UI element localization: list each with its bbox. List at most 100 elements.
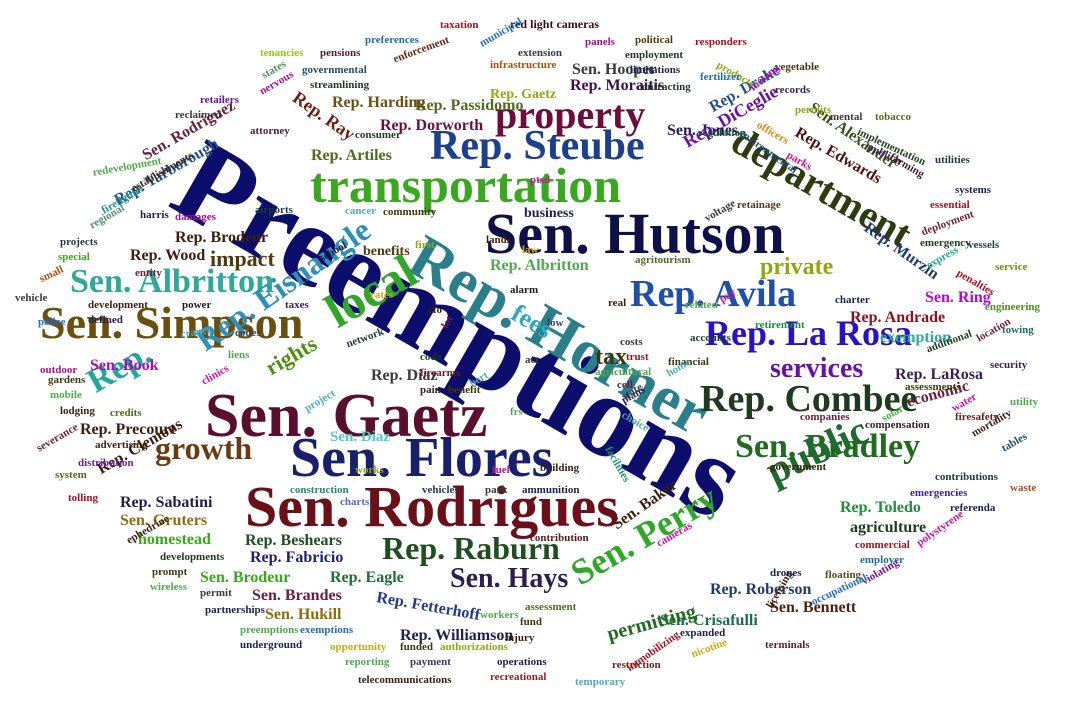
cloud-word: financial <box>668 356 709 368</box>
cloud-word: government <box>770 461 827 473</box>
cloud-word: companies <box>800 411 850 423</box>
cloud-word: growth <box>155 430 253 466</box>
cloud-word: floating <box>825 569 862 581</box>
cloud-word: partnerships <box>205 604 265 616</box>
cloud-word: law <box>522 244 539 256</box>
cloud-word: Sen. Jones <box>667 122 739 139</box>
cloud-word: tax <box>595 344 627 370</box>
cloud-word: tables <box>999 430 1030 455</box>
cloud-word: commercial <box>855 539 910 551</box>
cloud-word: telecommunications <box>358 674 452 686</box>
cloud-word: lodging <box>60 405 95 417</box>
cloud-word: development <box>88 299 148 311</box>
cloud-word: services <box>770 353 864 384</box>
cloud-word: benefits <box>363 244 410 259</box>
cloud-word: Rep. Fabricio <box>250 549 344 566</box>
cloud-word: permit <box>200 587 232 599</box>
cloud-word: injury <box>505 632 535 644</box>
cloud-word: permits <box>795 104 832 116</box>
cloud-word: contributions <box>935 471 998 483</box>
cloud-word: exemption <box>880 329 952 346</box>
cloud-word: airports <box>255 204 293 216</box>
cloud-word: attorney <box>250 125 290 137</box>
cloud-word: related <box>685 299 718 311</box>
cloud-word: Rep. Raburn <box>382 530 560 566</box>
cloud-word: damages <box>175 211 216 223</box>
cloud-word: drones <box>770 567 802 579</box>
cloud-word: park <box>485 484 508 496</box>
cloud-word: power <box>182 299 212 311</box>
cloud-word: Rep. Brodeur <box>175 229 269 246</box>
cloud-word: Sen. Book <box>90 357 159 374</box>
cloud-word: credits <box>110 407 142 419</box>
cloud-word: harris <box>140 209 169 221</box>
cloud-word: Sen. Hooper <box>572 61 657 78</box>
cloud-word: Rep. Moraitis <box>570 77 665 94</box>
cloud-word: impact <box>210 246 275 271</box>
cloud-word: prompt <box>152 566 188 578</box>
cloud-word: tolling <box>68 492 98 504</box>
cloud-word: Rep. Dorworth <box>380 117 484 134</box>
cloud-word: alarm <box>510 284 539 296</box>
cloud-word: ammunition <box>522 484 580 496</box>
cloud-word: advertising <box>95 439 148 451</box>
cloud-word: Rep. Gaetz <box>490 87 557 102</box>
cloud-word: consumer <box>355 129 401 141</box>
cloud-word: responders <box>695 36 747 48</box>
cloud-word: Sen. Bennett <box>770 599 857 616</box>
cloud-word: vehicles <box>422 484 459 496</box>
cloud-word: emergencies <box>910 487 968 499</box>
cloud-word: works <box>355 464 384 476</box>
cloud-word: funded <box>400 641 434 653</box>
cloud-word: mental <box>830 111 863 123</box>
cloud-word: contribution <box>530 532 589 544</box>
cloud-word: compensation <box>865 419 930 431</box>
cloud-word: liens <box>228 349 250 361</box>
cloud-word: reclaimed <box>175 109 222 121</box>
cloud-word: panels <box>585 36 615 48</box>
cloud-word: gardens <box>48 374 86 386</box>
cloud-word: costs <box>620 336 643 348</box>
cloud-word: deployment <box>919 208 976 239</box>
cloud-word: infrastructure <box>490 59 557 71</box>
cloud-word: Sen. Hays <box>450 563 569 594</box>
cloud-word: essential <box>930 199 970 211</box>
cloud-word: act <box>525 354 540 366</box>
cloud-word: vehicle <box>15 292 48 304</box>
cloud-word: mobile <box>50 389 82 401</box>
cloud-word: homestead <box>138 531 211 548</box>
cloud-word: preferences <box>365 34 419 46</box>
cloud-word: special <box>58 251 90 263</box>
cloud-word: underground <box>240 639 303 651</box>
cloud-word: Rep. Roberson <box>710 581 812 598</box>
cloud-word: Rep. Avila <box>630 273 797 315</box>
cloud-word: Rep. Fetterhoff <box>375 589 482 624</box>
cloud-word: Sen. Albritton <box>70 263 275 300</box>
cloud-word: police <box>38 316 66 328</box>
cloud-word: regulation <box>698 127 747 139</box>
cloud-word: referenda <box>950 502 996 514</box>
cloud-word: small <box>37 263 66 285</box>
cloud-word: community <box>383 206 437 218</box>
cloud-word: defined <box>88 314 123 326</box>
cloud-word: firesafety <box>955 411 999 423</box>
cloud-word: utilities <box>935 154 970 166</box>
cloud-word: retirement <box>755 319 805 331</box>
cloud-word: cancer <box>345 205 377 217</box>
cloud-word: cell <box>617 379 633 391</box>
cloud-word: first <box>415 239 435 251</box>
cloud-word: Sen. Rodrigues <box>245 474 619 539</box>
cloud-word: reporting <box>345 656 390 668</box>
cloud-word: tobacco <box>875 111 912 123</box>
cloud-word: service <box>995 261 1028 273</box>
cloud-word: Sen. Simpson <box>40 297 304 348</box>
cloud-word: system <box>55 469 87 481</box>
cloud-word: Rep. Eagle <box>330 569 404 586</box>
cloud-word: Sen. Flores <box>290 427 554 489</box>
cloud-word: Rep. Artiles <box>311 147 392 164</box>
cloud-word: Rep. Beshears <box>245 532 342 549</box>
cloud-word: opportunity <box>330 641 387 653</box>
cloud-word: charter <box>835 294 870 306</box>
cloud-word: entity <box>135 267 162 279</box>
cloud-word: authorizations <box>440 641 508 653</box>
